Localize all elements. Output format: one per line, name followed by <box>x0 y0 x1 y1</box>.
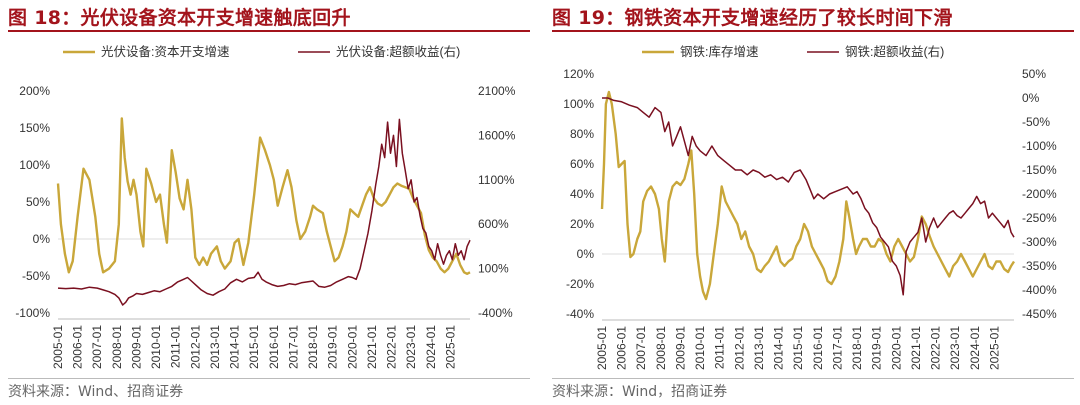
series-line-left <box>56 117 471 275</box>
x-tick-label: 2013-01 <box>208 325 222 369</box>
legend-label: 光伏设备:超额收益(右) <box>336 44 460 59</box>
y-left-tick-label: 120% <box>563 67 594 81</box>
y-left-tick-label: 200% <box>19 84 50 98</box>
chart-19: -40% -20% 0% 20% 40% 60% 80% 100% 120% -450% -400%… <box>563 44 1057 370</box>
y-right-tick-label: 1100% <box>478 173 515 187</box>
y-right-tick-label: 0% <box>1022 91 1040 105</box>
chart-panel-19: 图 19：钢铁资本开支增速经历了较长时间下滑 -40% -20% 0% 20% 40% 6… <box>552 0 1074 405</box>
x-tick-label: 2005-01 <box>51 325 65 369</box>
chart-title-19: 图 19：钢铁资本开支增速经历了较长时间下滑 <box>552 7 953 29</box>
x-tick-label: 2011-01 <box>713 326 727 369</box>
chart-panel-18: 图 18：光伏设备资本开支增速触底回升 -100% -50% 0% 50% 100% 15… <box>8 0 530 405</box>
x-tick-label: 2020-01 <box>889 326 903 370</box>
series-line-right <box>602 97 1015 296</box>
y-right-tick-label: 100% <box>478 262 509 276</box>
y-left-tick-label: -20% <box>566 277 594 291</box>
y-left-tick-label: 0% <box>33 232 51 246</box>
series-line-left <box>600 90 1016 301</box>
bottom-rule-19 <box>552 378 1074 379</box>
y-right-tick-label: -400% <box>478 306 513 320</box>
x-tick-label: 2015-01 <box>247 325 261 369</box>
x-tick-label: 2021-01 <box>909 326 923 370</box>
x-tick-label: 2020-01 <box>345 325 359 369</box>
x-tick-label: 2018-01 <box>306 325 320 369</box>
bottom-rule-18 <box>8 378 530 379</box>
y-right-tick-label: -250% <box>1022 211 1057 225</box>
y-left-tick-label: 150% <box>19 121 50 135</box>
x-tick-label: 2008-01 <box>110 325 124 369</box>
y-right-tick-label: -450% <box>1022 307 1057 321</box>
y-right-tick-label: -50% <box>1022 115 1050 129</box>
x-tick-label: 2022-01 <box>385 325 399 369</box>
x-tick-label: 2016-01 <box>811 326 825 370</box>
y-left-tick-label: -50% <box>22 269 50 283</box>
x-tick-label: 2010-01 <box>149 325 163 369</box>
x-tick-label: 2018-01 <box>850 326 864 370</box>
y-right-tick-label: -150% <box>1022 163 1057 177</box>
x-tick-label: 2022-01 <box>929 326 943 370</box>
x-tick-label: 2011-01 <box>169 325 183 368</box>
x-tick-label: 2021-01 <box>365 325 379 369</box>
y-right-tick-label: -200% <box>1022 187 1057 201</box>
x-tick-label: 2012-01 <box>732 326 746 370</box>
y-left-tick-label: 100% <box>563 97 594 111</box>
x-tick-label: 2017-01 <box>830 326 844 370</box>
x-tick-label: 2023-01 <box>404 325 418 369</box>
x-tick-label: 2024-01 <box>424 325 438 369</box>
legend-label: 钢铁:超额收益(右) <box>845 44 944 59</box>
x-tick-label: 2023-01 <box>948 326 962 370</box>
y-left-tick-label: 40% <box>570 187 594 201</box>
y-right-tick-label: 600% <box>478 217 509 231</box>
source-note-19: 资料来源：Wind，招商证券 <box>552 384 728 400</box>
y-left-tick-label: 20% <box>570 217 594 231</box>
chart-title-18: 图 18：光伏设备资本开支增速触底回升 <box>8 7 351 29</box>
y-left-tick-label: 50% <box>26 195 50 209</box>
y-right-tick-label: -350% <box>1022 259 1057 273</box>
y-right-tick-label: 1600% <box>478 128 516 142</box>
y-left-tick-label: 0% <box>577 247 595 261</box>
x-tick-label: 2007-01 <box>90 325 104 369</box>
x-tick-label: 2024-01 <box>968 326 982 370</box>
x-tick-label: 2005-01 <box>595 326 609 370</box>
x-tick-label: 2019-01 <box>326 325 340 369</box>
source-note-18: 资料来源：Wind、招商证券 <box>8 384 184 400</box>
x-tick-label: 2007-01 <box>634 326 648 370</box>
x-tick-label: 2010-01 <box>693 326 707 370</box>
x-tick-label: 2012-01 <box>188 325 202 369</box>
x-tick-label: 2025-01 <box>987 326 1001 370</box>
y-left-tick-label: 80% <box>570 127 594 141</box>
y-right-tick-label: -300% <box>1022 235 1057 249</box>
x-tick-label: 2017-01 <box>286 325 300 369</box>
y-right-tick-label: -400% <box>1022 283 1057 297</box>
x-tick-label: 2009-01 <box>673 326 687 370</box>
title-rule-19 <box>552 30 1074 32</box>
x-tick-label: 2013-01 <box>752 326 766 370</box>
x-tick-label: 2014-01 <box>772 326 786 370</box>
x-tick-label: 2016-01 <box>267 325 281 369</box>
legend-label: 光伏设备:资本开支增速 <box>101 44 230 59</box>
x-tick-label: 2006-01 <box>615 326 629 370</box>
y-right-tick-label: 2100% <box>478 84 516 98</box>
y-left-tick-label: -40% <box>566 307 594 321</box>
y-left-tick-label: -100% <box>15 306 50 320</box>
title-rule-18 <box>8 30 530 32</box>
x-tick-label: 2015-01 <box>791 326 805 370</box>
series-line-right <box>57 118 471 306</box>
x-tick-label: 2008-01 <box>654 326 668 370</box>
x-tick-label: 2019-01 <box>870 326 884 370</box>
y-left-tick-label: 60% <box>570 157 594 171</box>
y-right-tick-label: 50% <box>1022 67 1046 81</box>
legend-label: 钢铁:库存增速 <box>680 44 759 59</box>
chart-18: -100% -50% 0% 50% 100% 150% 200% -400% 100% 600% 1… <box>15 44 516 369</box>
y-right-tick-label: -100% <box>1022 139 1057 153</box>
y-left-tick-label: 100% <box>19 158 50 172</box>
x-tick-label: 2025-01 <box>443 325 457 369</box>
x-tick-label: 2014-01 <box>228 325 242 369</box>
x-tick-label: 2009-01 <box>129 325 143 369</box>
x-tick-label: 2006-01 <box>71 325 85 369</box>
